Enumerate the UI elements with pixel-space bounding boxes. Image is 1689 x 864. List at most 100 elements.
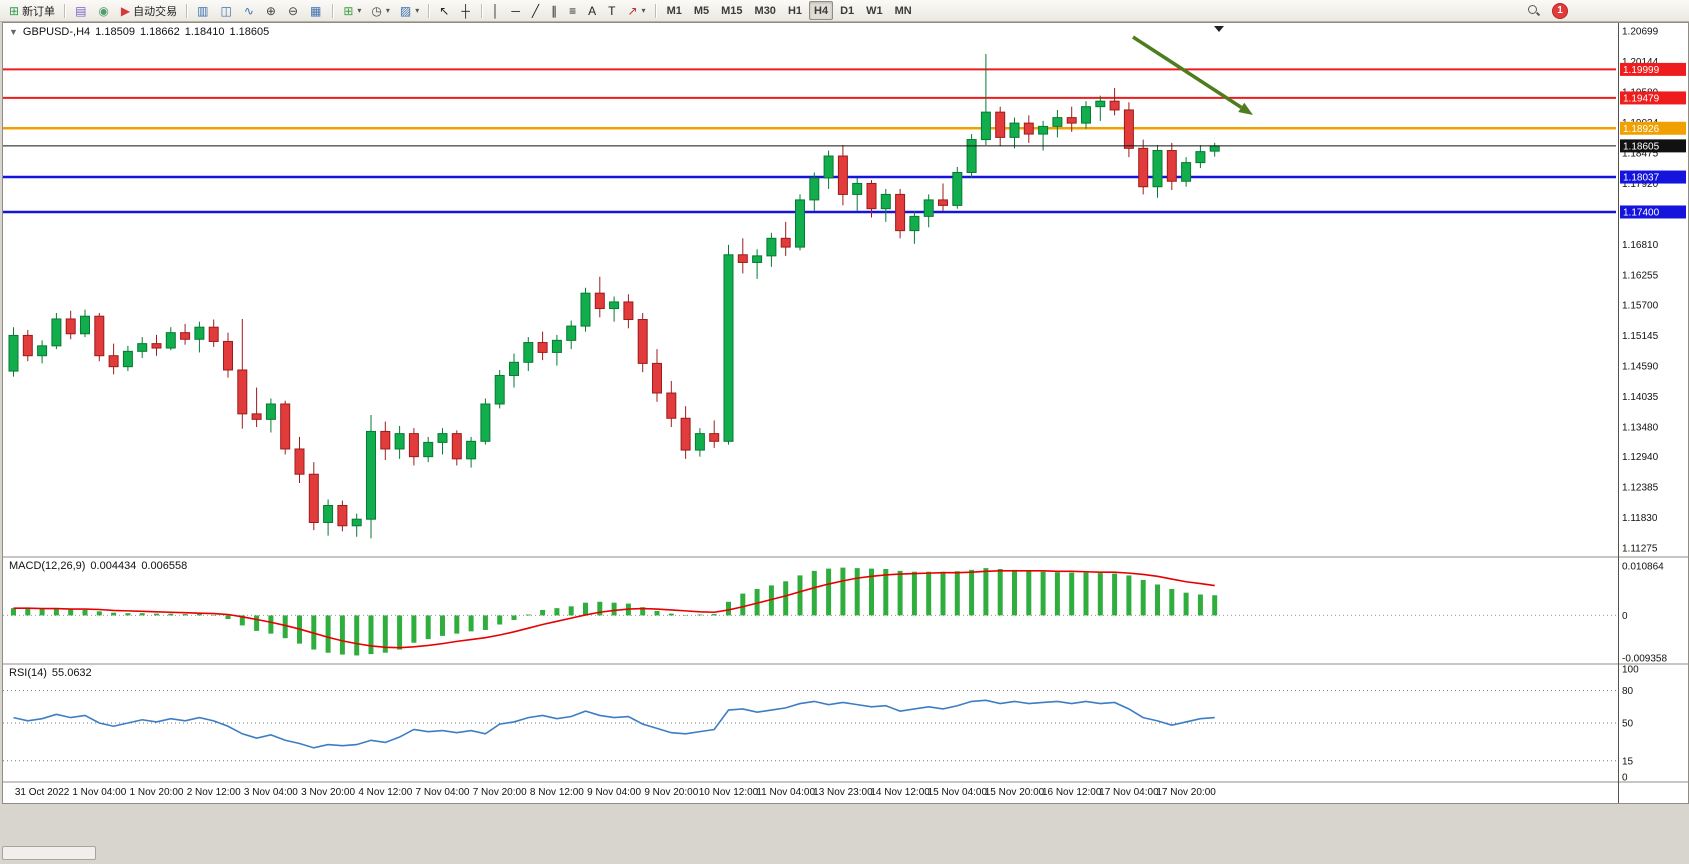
time-axis-label: 2 Nov 12:00	[187, 787, 241, 798]
candle-body	[938, 199, 948, 206]
time-axis-label: 11 Nov 04:00	[756, 787, 815, 798]
candle-body	[909, 215, 920, 232]
templates-icon: ▨	[399, 3, 412, 18]
candle-body	[1081, 106, 1091, 124]
candle-body	[1109, 100, 1120, 111]
charts-profile-button[interactable]: ▤	[71, 1, 92, 20]
candle-body	[122, 350, 133, 368]
timeframe-button-m5[interactable]: M5	[693, 4, 710, 17]
price-level-lines[interactable]	[3, 68, 1616, 214]
chart-canvas[interactable]: 1.206991.201441.195891.190341.184751.179…	[3, 23, 1688, 803]
candle-body	[1195, 151, 1206, 164]
axis-label: 1.11830	[1622, 513, 1658, 524]
candle-body	[94, 315, 105, 357]
candle-body	[1066, 117, 1077, 124]
candlestick-icon: ◫	[220, 3, 232, 18]
candle-body	[1095, 100, 1106, 108]
candle-body	[251, 413, 262, 420]
candle-body	[809, 177, 820, 201]
line-chart-icon: ∿	[243, 3, 254, 18]
caret-down-icon: ▾	[415, 6, 420, 15]
toolbar-separator	[186, 3, 189, 18]
arrow-annotation[interactable]	[1132, 35, 1253, 115]
autotrading-button[interactable]: ▶ 自动交易	[117, 1, 181, 20]
current-price-line-badge	[1620, 139, 1686, 153]
trendline-button[interactable]: ╱	[528, 1, 545, 20]
candle-body	[752, 255, 763, 263]
time-axis-label: 1 Nov 20:00	[130, 787, 184, 798]
candle-body	[652, 362, 662, 394]
caret-down-icon: ▾	[357, 6, 362, 15]
equidistant-channel-button[interactable]: ∥	[547, 1, 563, 20]
candle-body	[323, 504, 334, 523]
trend-arrow-head	[1238, 102, 1253, 115]
trend-arrow-line[interactable]	[1132, 35, 1243, 109]
zoom-out-button[interactable]: ⊖	[284, 1, 304, 20]
price-axis[interactable]: 1.206991.201441.195891.190341.184751.179…	[1620, 27, 1686, 784]
resistance-line-2-badge-text: 1.19479	[1623, 93, 1660, 104]
pivot-line-badge	[1620, 121, 1686, 135]
candle-body	[1166, 150, 1177, 182]
macd-value-1: 0.004434	[90, 560, 137, 572]
candle-body	[594, 292, 605, 310]
candle-body	[866, 182, 877, 210]
new-order-button-label: 新订单	[22, 5, 56, 18]
candle-body	[795, 199, 805, 248]
macd-pane	[11, 567, 1218, 656]
bar-chart-button[interactable]: ▥	[193, 1, 214, 20]
support-line-2-badge-text: 1.17400	[1623, 207, 1660, 218]
timeframe-button-m1[interactable]: M1	[666, 4, 682, 17]
vertical-line-button[interactable]: │	[488, 1, 506, 20]
periods-button[interactable]: ◷ ▾	[367, 1, 394, 20]
shift-marker[interactable]	[1214, 26, 1224, 32]
fibonacci-button[interactable]: ≡	[565, 1, 582, 20]
candle-body	[966, 139, 977, 173]
rsi-name: RSI(14)	[9, 667, 47, 679]
candle-body	[280, 403, 291, 450]
timeframe-button-mn[interactable]: MN	[894, 4, 912, 17]
alerts-button[interactable]: ◉	[94, 1, 114, 20]
collapse-arrow-icon[interactable]: ▼	[9, 27, 18, 37]
time-axis[interactable]: 31 Oct 2022 1 Nov 04:00 1 Nov 20:00 2 Nov 1…	[15, 787, 1216, 798]
search-button[interactable]	[1523, 1, 1544, 20]
fibonacci-icon: ≡	[569, 3, 577, 18]
notification-badge[interactable]: 1	[1553, 3, 1567, 18]
text-button[interactable]: A	[584, 1, 602, 20]
rsi-pane	[13, 699, 1215, 749]
pane-separators[interactable]	[3, 23, 1688, 803]
arrows-button[interactable]: ↗ ▾	[623, 1, 649, 20]
time-axis-label: 8 Nov 12:00	[530, 787, 584, 798]
line-chart-button[interactable]: ∿	[240, 1, 260, 20]
high-value: 1.18662	[139, 26, 180, 38]
templates-button[interactable]: ▨ ▾	[396, 1, 423, 20]
new-order-button[interactable]: ⊞ 新订单	[5, 1, 59, 20]
new-chart-button[interactable]: ⊞ ▾	[339, 1, 365, 20]
candle-body	[823, 155, 834, 179]
candle-body	[1038, 125, 1049, 135]
time-axis-label: 7 Nov 04:00	[416, 787, 470, 798]
chart-ohlc-header: ▼ GBPUSD-,H4 1.18509 1.18662 1.18410 1.18605	[9, 26, 274, 38]
zoom-in-icon: ⊕	[265, 3, 276, 18]
tile-windows-button[interactable]: ▦	[306, 1, 327, 20]
candle-body	[980, 111, 991, 141]
axis-label: 0	[1622, 611, 1628, 622]
candle-body	[437, 433, 448, 443]
horizontal-line-button[interactable]: ─	[507, 1, 526, 20]
cursor-button[interactable]: ↖	[435, 1, 455, 20]
candlestick-button[interactable]: ◫	[216, 1, 237, 20]
chart-shift-marker[interactable]	[1214, 26, 1224, 32]
crosshair-button[interactable]: ┼	[457, 1, 476, 20]
timeframe-button-w1[interactable]: W1	[866, 4, 883, 17]
timeframe-button-h1[interactable]: H1	[787, 4, 802, 17]
horizontal-scrollbar-thumb[interactable]	[2, 846, 96, 860]
timeframe-button-m15[interactable]: M15	[721, 4, 743, 17]
toolbar-right-group: 1	[1522, 1, 1685, 20]
timeframe-button-d1[interactable]: D1	[840, 4, 855, 17]
time-axis-label: 3 Nov 20:00	[301, 787, 355, 798]
text-label-button[interactable]: T	[604, 1, 621, 20]
zoom-out-icon: ⊖	[287, 3, 298, 18]
zoom-in-button[interactable]: ⊕	[262, 1, 282, 20]
timeframe-button-m30[interactable]: M30	[754, 4, 776, 17]
new-order-icon: ⊞	[9, 3, 20, 18]
timeframe-button-h4[interactable]: H4	[809, 1, 834, 20]
